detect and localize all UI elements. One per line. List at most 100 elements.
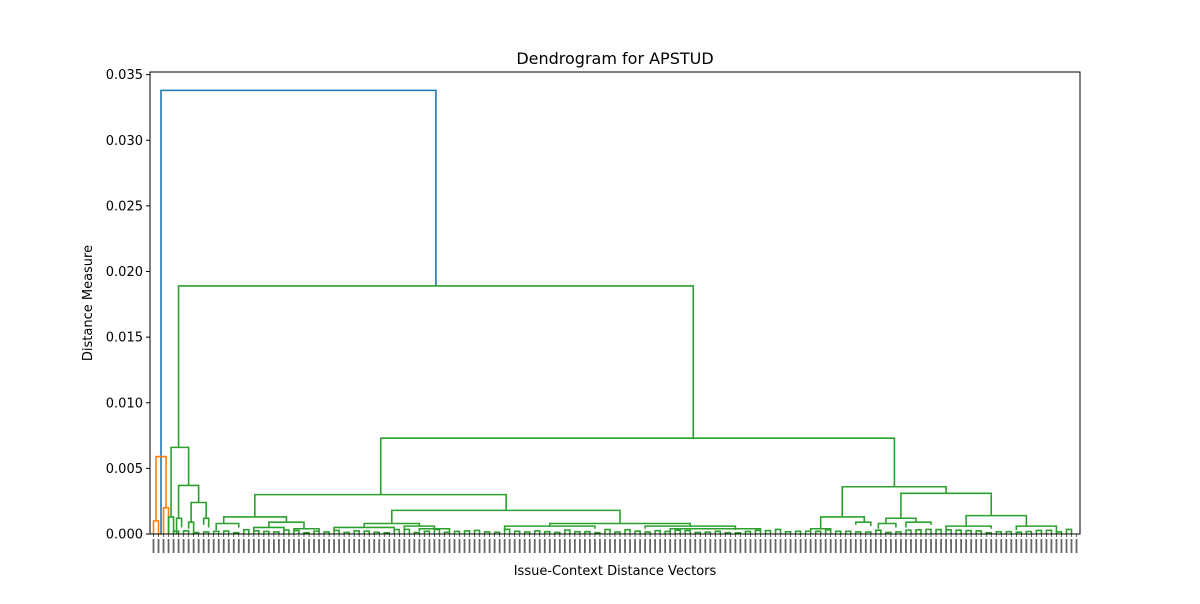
x-leaf-label xyxy=(548,539,551,553)
dendrogram-link xyxy=(905,521,932,528)
x-leaf-label xyxy=(995,539,998,553)
dendrogram-link xyxy=(844,530,852,534)
x-leaf-label xyxy=(192,539,195,553)
x-leaf-label xyxy=(458,539,461,553)
dendrogram-link xyxy=(503,525,596,531)
y-tick-label: 0.000 xyxy=(106,528,143,543)
x-leaf-label xyxy=(478,539,481,553)
dendrogram-link xyxy=(834,530,842,534)
x-leaf-label xyxy=(207,539,210,553)
x-leaf-label xyxy=(1025,539,1028,553)
x-leaf-label xyxy=(182,539,185,553)
x-leaf-label xyxy=(262,539,265,553)
dendrogram-link xyxy=(819,516,866,529)
dendrogram-link xyxy=(523,531,531,534)
x-leaf-label xyxy=(639,539,641,553)
dendrogram-link xyxy=(254,493,507,517)
dendrogram-link xyxy=(995,530,1003,534)
x-leaf-label xyxy=(874,539,877,553)
dendrogram-link xyxy=(155,455,167,521)
dendrogram-link xyxy=(363,522,421,528)
dendrogram-links xyxy=(152,89,1073,534)
dendrogram-link xyxy=(704,531,712,534)
x-leaf-label xyxy=(910,539,912,553)
x-leaf-label xyxy=(819,539,822,553)
x-leaf-label xyxy=(604,539,606,553)
x-leaf-label xyxy=(584,539,586,553)
x-leaf-label xyxy=(1035,539,1038,553)
x-leaf-label xyxy=(594,539,596,553)
x-leaf-label xyxy=(543,539,546,553)
dendrogram-link xyxy=(854,531,862,534)
x-leaf-label xyxy=(849,539,852,553)
x-leaf-label xyxy=(1010,539,1013,553)
x-leaf-label xyxy=(227,539,230,553)
x-leaf-label xyxy=(614,539,616,553)
x-leaf-label xyxy=(488,539,491,553)
x-leaf-label xyxy=(197,539,200,553)
x-leaf-label xyxy=(358,539,361,553)
dendrogram-link xyxy=(222,530,230,534)
x-leaf-label xyxy=(398,539,401,553)
dendrogram-link xyxy=(403,525,436,531)
dendrogram-link xyxy=(503,528,511,534)
dendrogram-link xyxy=(293,529,300,534)
dendrogram-link xyxy=(172,530,180,534)
dendrogram-link xyxy=(393,528,401,534)
dendrogram-link xyxy=(915,528,922,534)
x-leaf-label xyxy=(624,539,626,553)
x-leaf-label xyxy=(383,539,386,553)
dendrogram-link xyxy=(905,529,912,534)
x-leaf-label xyxy=(1060,539,1063,553)
x-leaf-label xyxy=(313,539,315,553)
dendrogram-link xyxy=(895,531,902,534)
dendrogram-link xyxy=(263,530,270,534)
dendrogram-link xyxy=(684,529,692,534)
plot-area xyxy=(150,72,1080,534)
x-axis xyxy=(152,534,1078,553)
dendrogram-link xyxy=(413,531,421,534)
x-leaf-label xyxy=(308,539,310,553)
dendrogram-link xyxy=(303,531,310,534)
dendrogram-link xyxy=(215,522,240,531)
dendrogram-link xyxy=(714,530,722,534)
x-leaf-label xyxy=(955,539,958,553)
x-leaf-label xyxy=(1000,539,1003,553)
x-leaf-label xyxy=(257,539,260,553)
x-leaf-label xyxy=(498,539,501,553)
x-leaf-label xyxy=(709,539,712,553)
x-leaf-label xyxy=(288,539,290,553)
x-leaf-label xyxy=(1075,539,1078,553)
x-leaf-label xyxy=(448,539,451,553)
x-leaf-label xyxy=(247,539,250,553)
x-leaf-label xyxy=(563,539,566,553)
dendrogram-link xyxy=(774,528,782,534)
x-leaf-label xyxy=(242,539,245,553)
dendrogram-link xyxy=(373,531,381,534)
x-leaf-label xyxy=(659,539,662,553)
x-leaf-label xyxy=(940,539,942,553)
dendrogram-link xyxy=(353,530,360,534)
x-leaf-label xyxy=(538,539,541,553)
x-leaf-label xyxy=(388,539,391,553)
dendrogram-link xyxy=(242,528,250,534)
x-leaf-label xyxy=(443,539,446,553)
dendrogram-link xyxy=(493,531,501,534)
dendrogram-link xyxy=(574,530,581,534)
x-leaf-label xyxy=(799,539,802,553)
dendrogram-link xyxy=(945,525,993,531)
x-leaf-label xyxy=(629,539,631,553)
dendrogram-link xyxy=(784,530,792,534)
x-leaf-label xyxy=(333,539,335,553)
x-leaf-label xyxy=(759,539,762,553)
dendrogram-link xyxy=(804,530,812,534)
x-leaf-label xyxy=(965,539,968,553)
x-leaf-label xyxy=(905,539,907,553)
x-leaf-label xyxy=(654,539,657,553)
x-leaf-label xyxy=(599,539,601,553)
dendrogram-link xyxy=(841,485,947,517)
x-leaf-label xyxy=(363,539,366,553)
x-leaf-label xyxy=(679,539,682,553)
dendrogram-link xyxy=(343,531,350,534)
